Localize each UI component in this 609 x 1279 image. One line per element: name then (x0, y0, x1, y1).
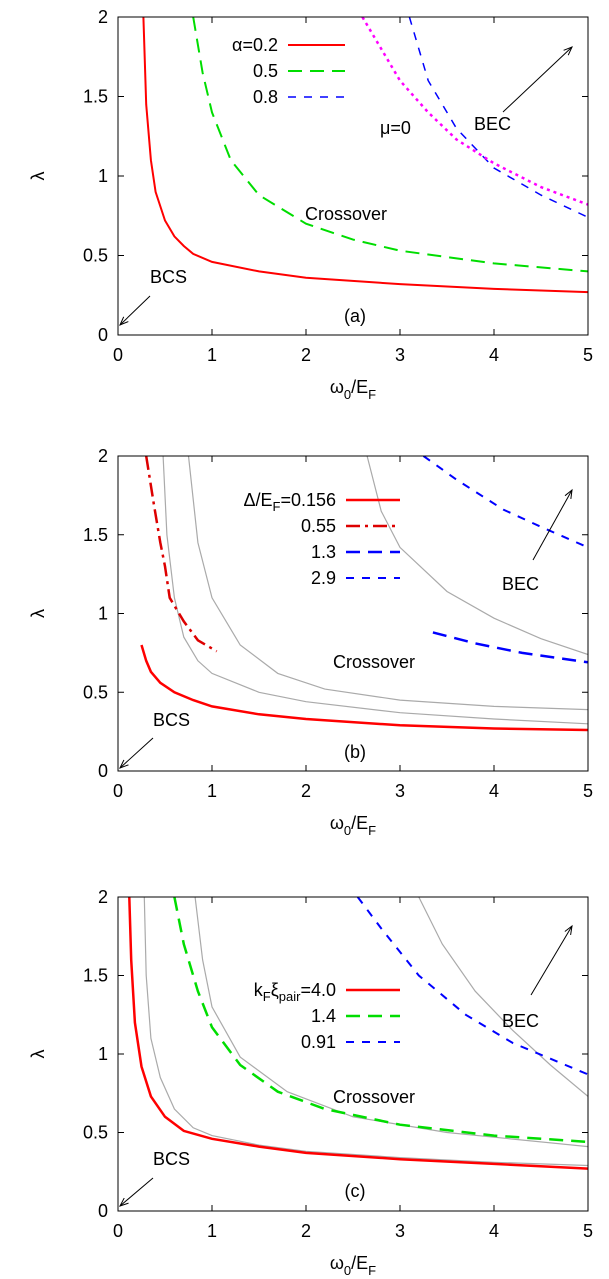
panel-label: (a) (344, 306, 366, 326)
legend-label: 1.4 (311, 1006, 336, 1026)
bcs-arrowhead (119, 759, 129, 769)
series-line (422, 456, 588, 549)
y-tick-label: 0 (98, 325, 108, 345)
bec-arrow (532, 489, 573, 561)
chart-panel-1: 0 1 2 3 4 5 0 0.5 1 1.5 2 ω0/EF λ α=0.2 0.5 0.8 BCS Cross… (28, 7, 593, 402)
reference-curve (143, 897, 588, 1167)
x-tick-label: 0 (113, 781, 123, 801)
panel-label: (b) (344, 742, 366, 762)
reference-curve (162, 456, 588, 725)
x-tick-label: 3 (395, 1221, 405, 1241)
series-line (140, 644, 588, 732)
bec-arrow (502, 46, 573, 113)
x-tick-label: 2 (301, 781, 311, 801)
annotation-bec: BEC (502, 574, 539, 594)
x-tick-label: 5 (583, 1221, 593, 1241)
legend-label: 2.9 (311, 568, 336, 588)
bcs-arrow (119, 737, 154, 769)
legend-label: 0.91 (301, 1032, 336, 1052)
legend-label: Δ/EF=0.156 (243, 490, 336, 514)
y-tick-label: 1.5 (83, 525, 108, 545)
x-tick-label: 5 (583, 345, 593, 365)
y-tick-label: 2 (98, 7, 108, 27)
annotation-crossover: Crossover (333, 1087, 415, 1107)
x-tick-label: 4 (489, 1221, 499, 1241)
series-line (173, 897, 588, 1144)
x-tick-label: 2 (301, 1221, 311, 1241)
series-line (356, 897, 588, 1076)
y-tick-label: 0 (98, 761, 108, 781)
legend-label: kFξpair=4.0 (254, 980, 336, 1004)
x-tick-label: 3 (395, 345, 405, 365)
y-axis-label: λ (28, 172, 48, 181)
x-tick-label: 1 (207, 781, 217, 801)
y-tick-label: 1.5 (83, 87, 108, 107)
bec-arrowhead (564, 924, 573, 935)
x-axis-label: ω0/EF (330, 813, 376, 838)
y-tick-label: 0.5 (83, 246, 108, 266)
series-line (432, 631, 588, 664)
x-tick-label: 5 (583, 781, 593, 801)
y-tick-label: 2 (98, 446, 108, 466)
y-tick-label: 0.5 (83, 1123, 108, 1143)
bcs-arrowhead (118, 1197, 129, 1207)
bec-arrowhead (564, 488, 573, 499)
annotation-bec: BEC (502, 1011, 539, 1031)
y-tick-label: 1 (98, 604, 108, 624)
annotation-bcs: BCS (153, 1149, 190, 1169)
legend-label: 0.8 (253, 87, 278, 107)
x-tick-label: 1 (207, 1221, 217, 1241)
x-tick-label: 0 (113, 345, 123, 365)
bec-arrow (530, 925, 573, 996)
y-axis-label: λ (28, 1050, 48, 1059)
legend-label: 0.55 (301, 516, 336, 536)
x-tick-label: 4 (489, 345, 499, 365)
series-line (144, 456, 218, 653)
series-line (128, 897, 588, 1170)
series-line (408, 17, 588, 218)
series-line (142, 17, 588, 294)
annotation-bcs: BCS (153, 710, 190, 730)
bcs-arrowhead (119, 316, 129, 326)
legend-label: 0.5 (253, 61, 278, 81)
y-axis-label: λ (28, 609, 48, 618)
bec-arrowhead (563, 46, 573, 56)
x-axis-label: ω0/EF (330, 377, 376, 402)
reference-curve (194, 897, 588, 1148)
series-line (192, 17, 588, 273)
y-tick-label: 0 (98, 1201, 108, 1221)
y-tick-label: 1 (98, 166, 108, 186)
y-tick-label: 2 (98, 887, 108, 907)
legend-label: 1.3 (311, 542, 336, 562)
x-tick-label: 4 (489, 781, 499, 801)
x-tick-label: 1 (207, 345, 217, 365)
annotation-bec: BEC (474, 114, 511, 134)
x-axis-label: ω0/EF (330, 1253, 376, 1278)
reference-curve (418, 897, 588, 1097)
y-tick-label: 0.5 (83, 682, 108, 702)
x-tick-label: 0 (113, 1221, 123, 1241)
y-tick-label: 1.5 (83, 966, 108, 986)
y-tick-label: 1 (98, 1044, 108, 1064)
reference-curve (366, 456, 588, 656)
annotation-crossover: Crossover (305, 204, 387, 224)
series-line (361, 17, 588, 206)
x-tick-label: 3 (395, 781, 405, 801)
chart-panel-3: 0 1 2 3 4 5 0 0.5 1 1.5 2 ω0/EF λ kFξpair=4.01.4 0.91 B… (28, 887, 593, 1278)
panel-label: (c) (345, 1181, 366, 1201)
legend-label: α=0.2 (232, 35, 278, 55)
bcs-arrow (119, 1177, 154, 1207)
x-tick-label: 2 (301, 345, 311, 365)
reference-curve (187, 456, 588, 711)
bcs-arrow (119, 295, 151, 326)
annotation-crossover: Crossover (333, 652, 415, 672)
annotation-mu0: μ=0 (380, 118, 411, 138)
annotation-bcs: BCS (150, 267, 187, 287)
